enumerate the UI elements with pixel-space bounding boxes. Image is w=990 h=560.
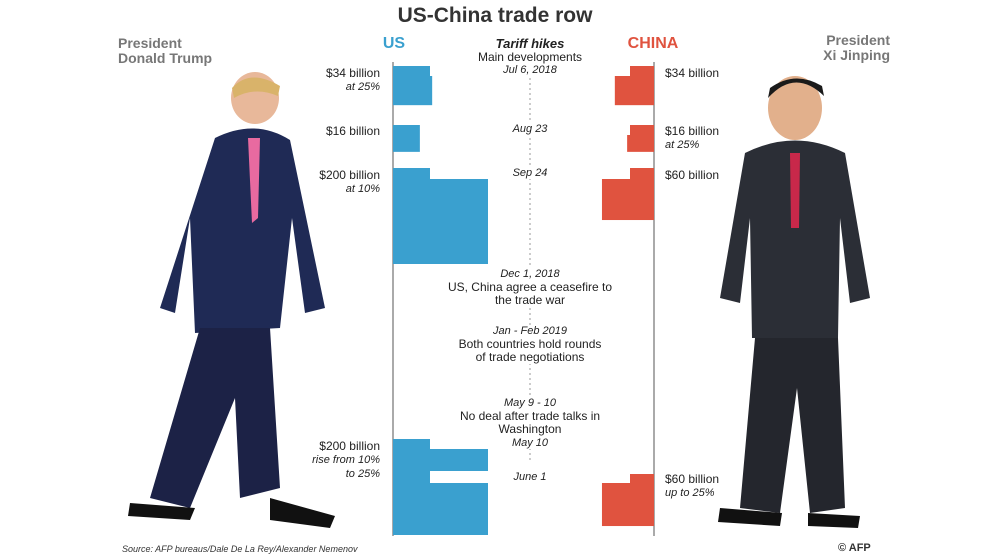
china-leader-trousers [740, 338, 845, 513]
china-amount-note: at 25% [665, 139, 700, 151]
annotation-text: of trade negotiations [475, 350, 585, 364]
us-bars [393, 66, 488, 535]
us-amount-value: $34 billion [325, 66, 380, 80]
annotation-date: May 9 - 10 [504, 397, 556, 409]
timeline-annotation: Dec 1, 2018 US, China agree a ceasefire … [430, 268, 630, 307]
us-leader-jacket [160, 128, 325, 333]
us-amount-label: $200 billion at 10% [180, 168, 380, 196]
event-date: Sep 24 [430, 167, 630, 179]
china-leader-head [768, 76, 822, 140]
timeline-annotation: May 9 - 10 No deal after trade talks in … [430, 397, 630, 436]
us-leader-shoe-right [270, 498, 335, 528]
us-amount-label: $200 billion rise from 10% to 25% [180, 439, 380, 481]
china-amount-value: $60 billion [665, 168, 720, 182]
china-amount-note: up to 25% [665, 487, 715, 499]
china-amount-label: $60 billion up to 25% [665, 472, 865, 500]
us-amount-value: $16 billion [325, 124, 380, 138]
china-leader-photo [718, 76, 870, 528]
us-tariff-bar [393, 66, 433, 106]
china-amount-value: $34 billion [665, 66, 720, 80]
china-leader-name: Xi Jinping [823, 47, 890, 63]
us-amount-note: rise from 10% [312, 454, 380, 466]
china-amount-label: $60 billion [665, 168, 865, 182]
us-amount-label: $16 billion [180, 124, 380, 138]
us-leader-photo [128, 72, 335, 528]
us-amount-label: $34 billion at 25% [180, 66, 380, 94]
china-leader-shoe-right [808, 513, 860, 528]
china-amount-value: $16 billion [665, 124, 720, 138]
us-tariff-bar [393, 439, 488, 535]
annotation-date: Dec 1, 2018 [500, 268, 560, 280]
us-leader-hair [232, 77, 280, 98]
annotation-date: Jan - Feb 2019 [493, 325, 567, 337]
timeline-annotation: Jan - Feb 2019 Both countries hold round… [430, 325, 630, 364]
annotation-text: Both countries hold rounds [458, 337, 602, 351]
event-date: May 10 [430, 437, 630, 449]
us-leader-trousers [150, 328, 280, 508]
source-note: Source: AFP bureaus/Dale De La Rey/Alexa… [122, 544, 358, 554]
chart-title: US-China trade row [397, 4, 593, 27]
us-leader-shoe-left [128, 503, 195, 520]
china-amount-value: $60 billion [665, 472, 720, 486]
event-date: June 1 [430, 471, 630, 483]
us-leader-name: Donald Trump [118, 50, 213, 66]
event-date: Jul 6, 2018 [430, 64, 630, 76]
annotation-text: No deal after trade talks in Washington [459, 409, 601, 436]
us-amount-note: at 10% [345, 183, 380, 195]
us-leader-role: President [118, 35, 182, 51]
afp-credit: © AFP [838, 542, 871, 554]
china-leader-shoe-left [718, 508, 782, 526]
us-amount-note: at 25% [345, 81, 380, 93]
timeline-subtitle: Main developments [477, 50, 583, 64]
annotation-text: the trade war [494, 293, 566, 307]
annotation-text: US, China agree a ceasefire to [447, 280, 613, 294]
china-header: CHINA [627, 35, 679, 52]
china-leader-role: President [826, 32, 890, 48]
china-amount-label: $16 billion at 25% [665, 124, 865, 152]
us-leader-label: President Donald Trump [118, 36, 212, 66]
china-amount-label: $34 billion [665, 66, 865, 80]
china-leader-hair [768, 78, 824, 98]
china-tariff-bar [627, 125, 654, 152]
china-leader-tie [790, 153, 800, 228]
us-amount-note: to 25% [345, 468, 380, 480]
timeline-title: Tariff hikes [495, 36, 565, 51]
us-amount-value: $200 billion [319, 168, 380, 182]
china-leader-label: President Xi Jinping [814, 33, 890, 63]
us-tariff-bar [393, 125, 420, 152]
china-leader-jacket [720, 140, 870, 338]
us-leader-tie [248, 138, 260, 223]
event-date: Aug 23 [430, 123, 630, 135]
us-tariff-bar [393, 168, 488, 264]
us-amount-value: $200 billion [319, 439, 380, 453]
us-header: US [382, 35, 406, 52]
